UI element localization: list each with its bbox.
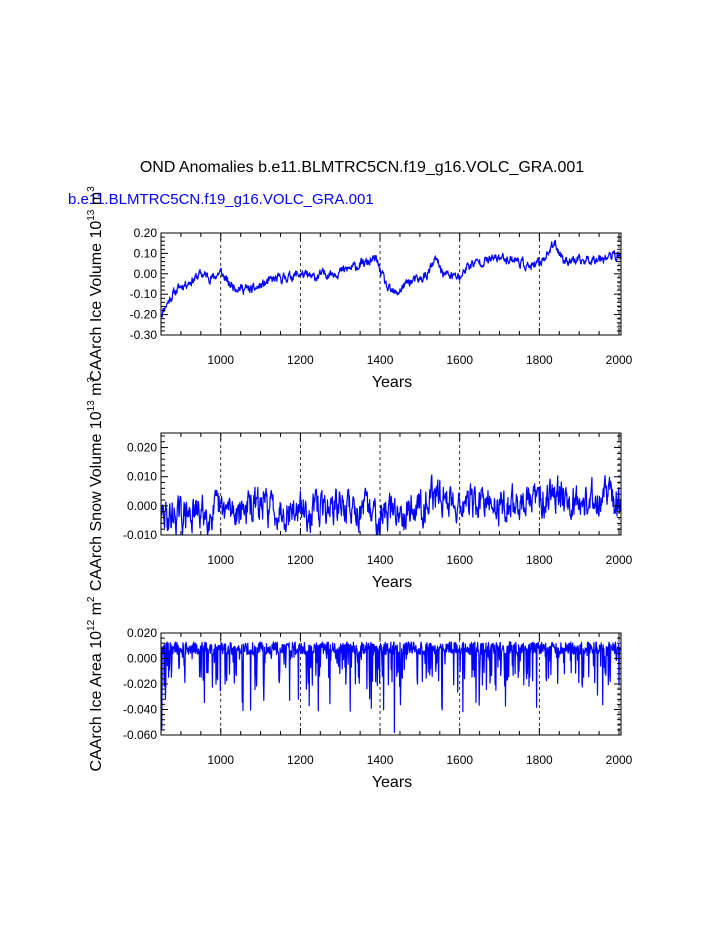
x-tick-label: 1600	[446, 353, 473, 367]
x-tick-label: 2000	[606, 753, 633, 767]
y-tick-label: -0.020	[123, 677, 157, 691]
plot-frame	[160, 432, 622, 536]
x-tick-label: 1200	[287, 553, 314, 567]
x-axis-label: Years	[372, 574, 412, 591]
x-axis-label: Years	[372, 774, 412, 791]
y-axis-label-name: CAArch Ice Area	[88, 649, 105, 772]
y-axis-unit-base: 10	[88, 221, 105, 239]
x-axis-label: Years	[372, 374, 412, 391]
y-axis-unit-power: 3	[86, 186, 97, 192]
y-axis-unit-exponent: 13	[86, 400, 97, 412]
y-tick-label: -0.10	[130, 287, 158, 301]
x-tick-label: 1400	[367, 753, 394, 767]
x-tick-label: 2000	[606, 353, 633, 367]
y-tick-label: 0.000	[127, 499, 157, 513]
chart-panel-3: 1000 1200 1400 1600 1800 2000 -0.060 -0.040 -0.0…	[86, 596, 633, 791]
x-tick-label: 1200	[287, 353, 314, 367]
x-tick-label: 1400	[367, 353, 394, 367]
x-tick-label: 1600	[446, 553, 473, 567]
y-axis-unit-power: 3	[86, 377, 97, 383]
x-tick-label: 2000	[606, 553, 633, 567]
y-axis-unit-name: m	[88, 383, 105, 401]
y-tick-label: -0.30	[130, 328, 158, 342]
series-line	[160, 641, 622, 734]
x-tick-label: 1800	[526, 753, 553, 767]
y-axis-label: CAArch Snow Volume 1013 m3	[86, 377, 105, 592]
y-tick-label: 0.010	[127, 470, 157, 484]
y-tick-label: 0.00	[134, 267, 158, 281]
x-tick-label: 1800	[526, 553, 553, 567]
chart-panel-2: 1000 1200 1400 1600 1800 2000 -0.010 0.000 0.010…	[86, 377, 633, 592]
y-axis-unit-name: m	[88, 602, 105, 620]
y-axis-unit-exponent: 13	[86, 209, 97, 221]
x-tick-label: 1000	[207, 353, 234, 367]
y-axis-unit-name: m	[88, 192, 105, 210]
y-tick-label: -0.040	[123, 703, 157, 717]
x-tick-label: 1400	[367, 553, 394, 567]
x-tick-label: 1000	[207, 553, 234, 567]
x-tick-label: 1200	[287, 753, 314, 767]
series-line	[160, 474, 622, 536]
y-tick-label: -0.20	[130, 308, 158, 322]
y-tick-label: 0.020	[127, 626, 157, 640]
x-tick-label: 1000	[207, 753, 234, 767]
x-tick-label: 1600	[446, 753, 473, 767]
y-tick-label: 0.020	[127, 441, 157, 455]
y-axis-unit-exponent: 12	[86, 619, 97, 631]
y-tick-label: -0.010	[123, 528, 157, 542]
y-tick-label: -0.060	[123, 728, 157, 742]
y-axis-label-name: CAArch Snow Volume	[88, 429, 105, 591]
y-axis-unit-base: 10	[88, 411, 105, 429]
y-tick-label: 0.10	[134, 246, 158, 260]
figure-title: OND Anomalies b.e11.BLMTRC5CN.f19_g16.VO…	[140, 159, 584, 176]
y-axis-label-name: CAArch Ice Volume	[88, 239, 105, 382]
x-tick-label: 1800	[526, 353, 553, 367]
y-axis-label: CAArch Ice Volume 1013 m3	[86, 186, 105, 382]
y-tick-label: 0.000	[127, 652, 157, 666]
figure-subtitle: b.e11.BLMTRC5CN.f19_g16.VOLC_GRA.001	[68, 191, 374, 208]
y-axis-unit-base: 10	[88, 631, 105, 649]
y-axis-unit-power: 2	[86, 596, 97, 602]
y-tick-label: 0.20	[134, 226, 158, 240]
y-axis-label: CAArch Ice Area 1012 m2	[86, 596, 105, 771]
series-line	[160, 239, 622, 318]
chart-panel-1: 1000 1200 1400 1600 1800 2000 -0.30 -0.20 -0.10 0…	[86, 186, 633, 391]
plot-frame	[160, 232, 622, 336]
